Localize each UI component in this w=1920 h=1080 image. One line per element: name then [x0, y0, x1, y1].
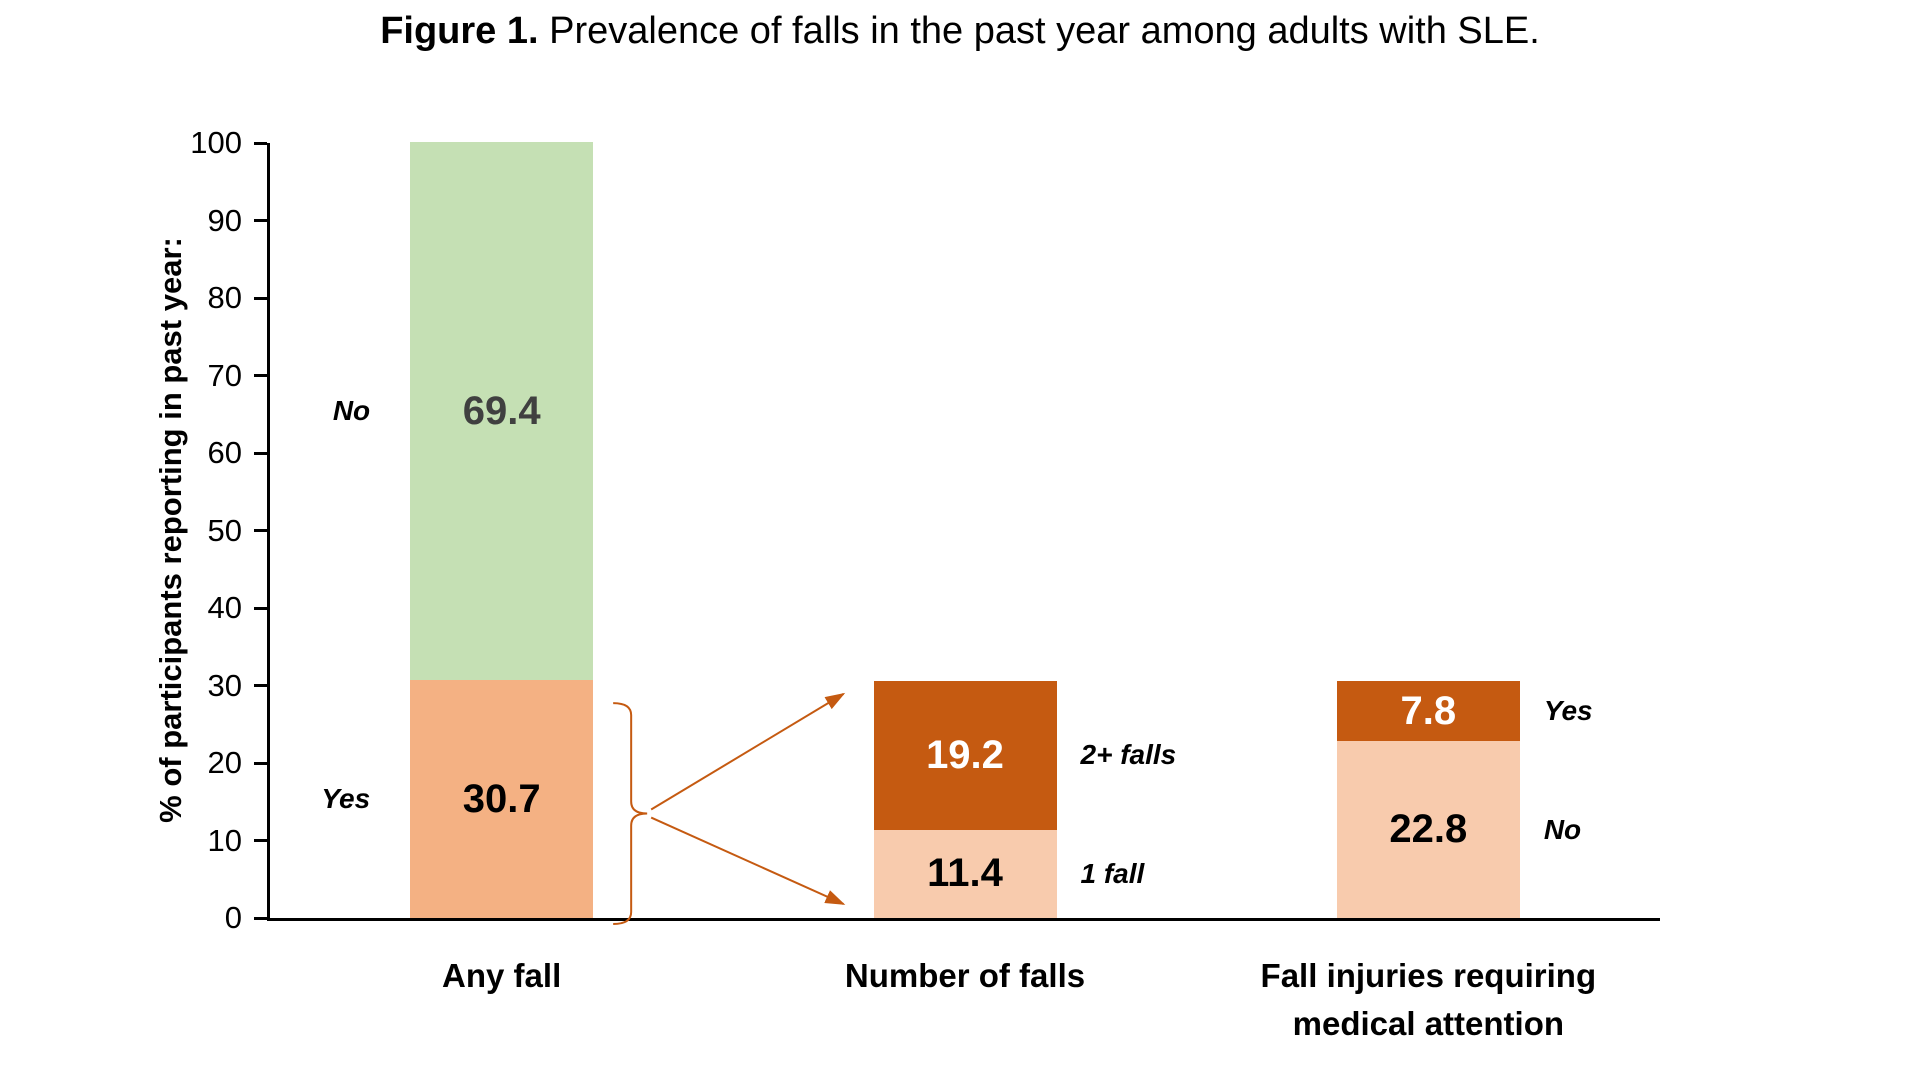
y-tick-label: 30 [207, 667, 242, 703]
segment-value-yes: 30.7 [462, 776, 541, 821]
segment-label-no: No [332, 395, 371, 427]
segment-value-yes: 7.8 [1400, 688, 1457, 733]
y-tick-mark [254, 219, 267, 222]
bar-segment-fall-injuries-requiring-medical-attention-yes [1336, 680, 1520, 742]
y-tick-mark [254, 606, 267, 610]
y-tick-mark [254, 296, 267, 300]
bar-segment-any-fall-no [410, 142, 594, 681]
y-tick-label: 100 [190, 125, 242, 160]
brace-path [613, 702, 648, 925]
y-tick-label: 20 [207, 745, 242, 780]
segment-value-1-fall: 11.4 [927, 851, 1003, 896]
y-tick-label: 90 [207, 202, 242, 238]
y-tick-mark [254, 839, 267, 842]
y-tick-mark [254, 451, 267, 455]
y-tick-label: 40 [207, 590, 242, 625]
bar-segment-any-fall-yes [410, 680, 594, 918]
category-label-number-of-falls: Number of falls [844, 957, 1086, 994]
y-tick-mark [254, 529, 267, 532]
y-tick-mark [254, 684, 267, 687]
bar-segment-number-of-falls-1-fall [873, 829, 1057, 918]
y-tick-mark [254, 916, 267, 920]
segment-label-2-falls: 2+ falls [1080, 739, 1177, 771]
segment-value-no: 22.8 [1389, 807, 1468, 852]
y-tick-label: 50 [207, 512, 242, 548]
y-tick-mark [254, 374, 267, 377]
category-label-any-fall: Any fall [442, 957, 562, 994]
y-tick-mark [254, 761, 267, 765]
bar-segment-fall-injuries-requiring-medical-attention-no [1336, 741, 1520, 918]
segment-value-no: 69.4 [462, 388, 541, 433]
segment-label-no: No [1543, 813, 1582, 845]
figure-title-text: Prevalence of falls in the past year amo… [538, 10, 1540, 52]
segment-value-2-falls: 19.2 [926, 732, 1004, 777]
y-tick-label: 70 [207, 357, 242, 393]
arrow-to-bar2-top [650, 692, 846, 811]
x-axis-line [267, 918, 1660, 921]
y-tick-label: 0 [224, 900, 242, 935]
y-tick-label: 10 [207, 822, 242, 858]
y-axis-line [267, 143, 270, 921]
arrow-to-bar2-bottom [650, 816, 846, 905]
y-tick-mark [254, 141, 267, 145]
segment-label-yes: Yes [1543, 695, 1593, 727]
category-label-fall-injuries-requiring-medical-attention: Fall injuries requiring medical attentio… [1260, 957, 1597, 1042]
bar-segment-number-of-falls-2-falls [873, 680, 1057, 830]
y-tick-label: 60 [207, 435, 242, 470]
segment-label-yes: Yes [321, 783, 371, 815]
figure-title: Figure 1. Prevalence of falls in the pas… [0, 8, 1920, 54]
figure-title-prefix: Figure 1. [380, 10, 539, 52]
y-tick-label: 80 [207, 280, 242, 315]
segment-label-1-fall: 1 fall [1080, 857, 1145, 889]
